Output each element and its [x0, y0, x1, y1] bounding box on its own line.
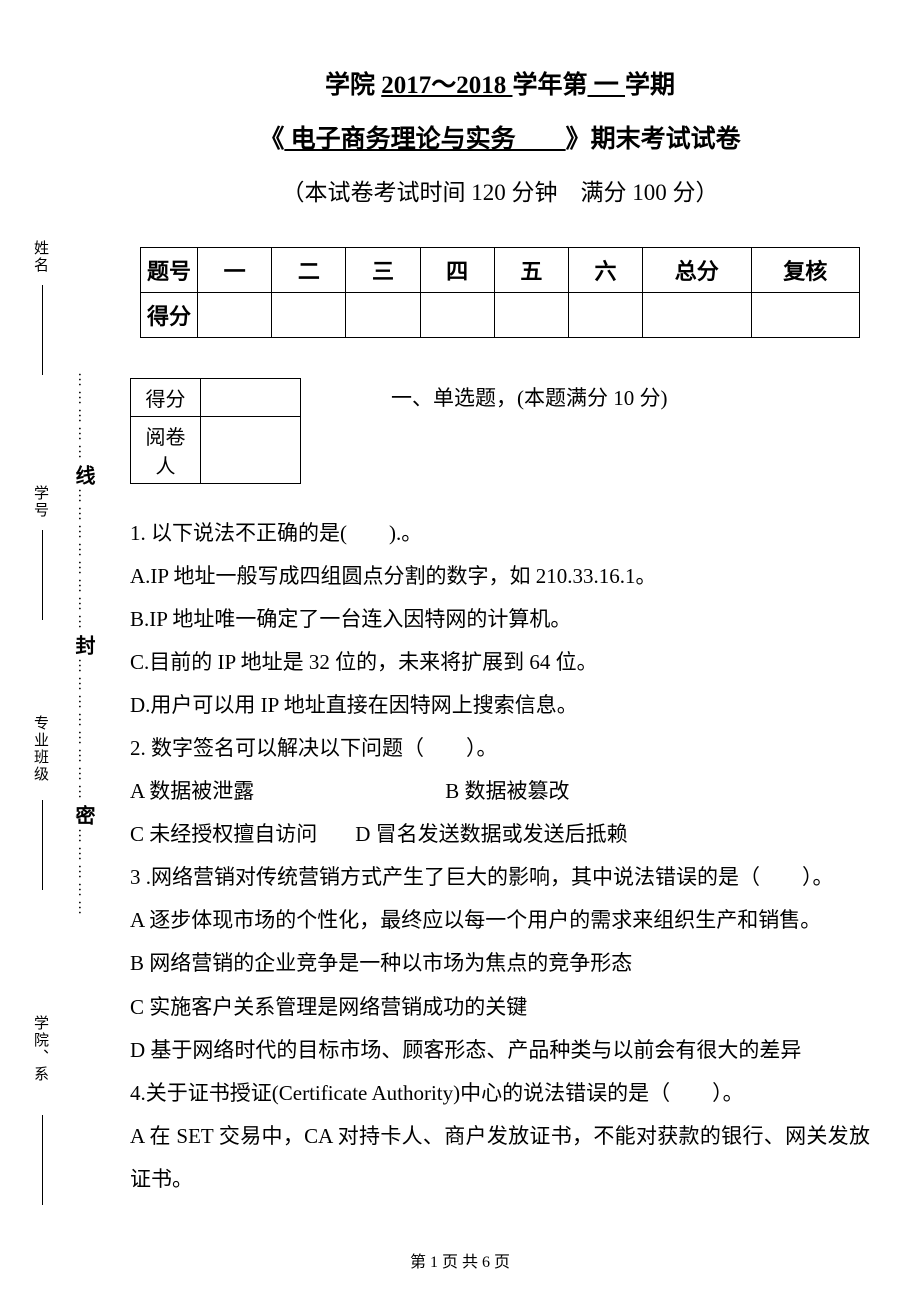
- question-option-row: A 数据被泄露 B 数据被篡改: [130, 770, 870, 813]
- seal-char-seal: 封: [69, 635, 98, 655]
- mini-label: 阅卷人: [131, 417, 201, 484]
- dots: ………: [75, 578, 91, 632]
- header-mid: 学年第: [512, 72, 587, 99]
- question-option: D 冒名发送数据或发送后抵赖: [355, 822, 627, 846]
- binding-line: [42, 1115, 43, 1205]
- question-option: B 网络营销的企业竞争是一种以市场为焦点的竞争形态: [130, 942, 870, 985]
- question-option: B 数据被篡改: [445, 779, 569, 803]
- question-option: A 数据被泄露: [130, 770, 440, 813]
- score-col: 四: [420, 248, 494, 293]
- score-col: 复核: [751, 248, 860, 293]
- binding-label-dept: 学院、系: [30, 1015, 51, 1083]
- page-footer: 第 1 页 共 6 页: [0, 1248, 920, 1272]
- header-course: 电子商务理论与实务: [284, 126, 565, 153]
- dots: ……………: [75, 658, 91, 748]
- dots: ……………: [75, 488, 91, 578]
- score-col: 一: [198, 248, 272, 293]
- score-table: 题号 一 二 三 四 五 六 总分 复核 得分: [140, 247, 860, 338]
- table-row: 得分: [141, 293, 860, 338]
- score-label: 题号: [141, 248, 198, 293]
- question-stem: 4.关于证书授证(Certificate Authority)中心的说法错误的是…: [130, 1072, 870, 1115]
- header-line-1: 学院 2017～2018 学年第 一 学期: [110, 65, 890, 101]
- dots: ………: [75, 748, 91, 802]
- binding-label-name: 姓名: [30, 240, 51, 274]
- mini-value: [201, 379, 301, 417]
- score-cell: [643, 293, 751, 338]
- header-year: 2017～2018: [381, 72, 512, 99]
- dots: ……………: [75, 828, 91, 918]
- question-option: A 在 SET 交易中，CA 对持卡人、商户发放证书，不能对获款的银行、网关发放…: [130, 1115, 870, 1201]
- question-option: C 实施客户关系管理是网络营销成功的关键: [130, 986, 870, 1029]
- mini-value: [201, 417, 301, 484]
- question-stem: 1. 以下说法不正确的是( ).。: [130, 512, 870, 555]
- binding-label-class: 专业班级: [30, 715, 51, 783]
- table-row: 题号 一 二 三 四 五 六 总分 复核: [141, 248, 860, 293]
- question-option: A 逐步体现市场的个性化，最终应以每一个用户的需求来组织生产和销售。: [130, 899, 870, 942]
- header-open: 《: [259, 126, 284, 153]
- question-option: B.IP 地址唯一确定了一台连入因特网的计算机。: [130, 598, 870, 641]
- score-col: 六: [568, 248, 642, 293]
- binding-line: [42, 800, 43, 890]
- header-prefix: 学院: [325, 72, 375, 99]
- score-cell: [751, 293, 860, 338]
- seal-char-line: 线: [69, 465, 98, 485]
- header-line-3: （本试卷考试时间 120 分钟 满分 100 分）: [110, 173, 890, 207]
- question-option-row: C 未经授权擅自访问 D 冒名发送数据或发送后抵赖: [130, 813, 870, 856]
- question-option: D.用户可以用 IP 地址直接在因特网上搜索信息。: [130, 684, 870, 727]
- table-row: 阅卷人: [131, 417, 301, 484]
- binding-line: [42, 530, 43, 620]
- grader-table: 得分 阅卷人: [130, 378, 301, 484]
- score-label: 得分: [141, 293, 198, 338]
- question-option: D 基于网络时代的目标市场、顾客形态、产品种类与以前会有很大的差异: [130, 1029, 870, 1072]
- score-cell: [346, 293, 420, 338]
- section-header: 得分 阅卷人 一、单选题，(本题满分 10 分): [130, 378, 870, 484]
- question-stem: 2. 数字签名可以解决以下问题（ ）。: [130, 727, 870, 770]
- score-cell: [198, 293, 272, 338]
- question-option: C 未经授权擅自访问: [130, 813, 350, 856]
- score-col: 三: [346, 248, 420, 293]
- score-col: 总分: [643, 248, 751, 293]
- score-col: 二: [272, 248, 346, 293]
- mini-label: 得分: [131, 379, 201, 417]
- questions: 1. 以下说法不正确的是( ).。 A.IP 地址一般写成四组圆点分割的数字，如…: [130, 512, 870, 1201]
- header-suffix: 学期: [625, 72, 675, 99]
- dots: ……………: [75, 372, 91, 462]
- header-sem: 一: [588, 72, 626, 99]
- header-close: 》期末考试试卷: [566, 126, 741, 153]
- binding-label-id: 学号: [30, 485, 51, 519]
- question-stem: 3 .网络营销对传统营销方式产生了巨大的影响，其中说法错误的是（ ）。: [130, 856, 870, 899]
- main-content: 学院 2017～2018 学年第 一 学期 《 电子商务理论与实务 》期末考试试…: [110, 65, 890, 1201]
- seal-char-secret: 密: [69, 805, 98, 825]
- score-cell: [420, 293, 494, 338]
- score-cell: [272, 293, 346, 338]
- question-option: A.IP 地址一般写成四组圆点分割的数字，如 210.33.16.1。: [130, 555, 870, 598]
- question-option: C.目前的 IP 地址是 32 位的，未来将扩展到 64 位。: [130, 641, 870, 684]
- binding-line: [42, 285, 43, 375]
- score-cell: [494, 293, 568, 338]
- header-line-2: 《 电子商务理论与实务 》期末考试试卷: [110, 119, 890, 155]
- seal-line-column: ……………线……………………封……………………密……………: [68, 55, 98, 1235]
- section-title: 一、单选题，(本题满分 10 分): [391, 378, 668, 412]
- table-row: 得分: [131, 379, 301, 417]
- score-cell: [568, 293, 642, 338]
- score-col: 五: [494, 248, 568, 293]
